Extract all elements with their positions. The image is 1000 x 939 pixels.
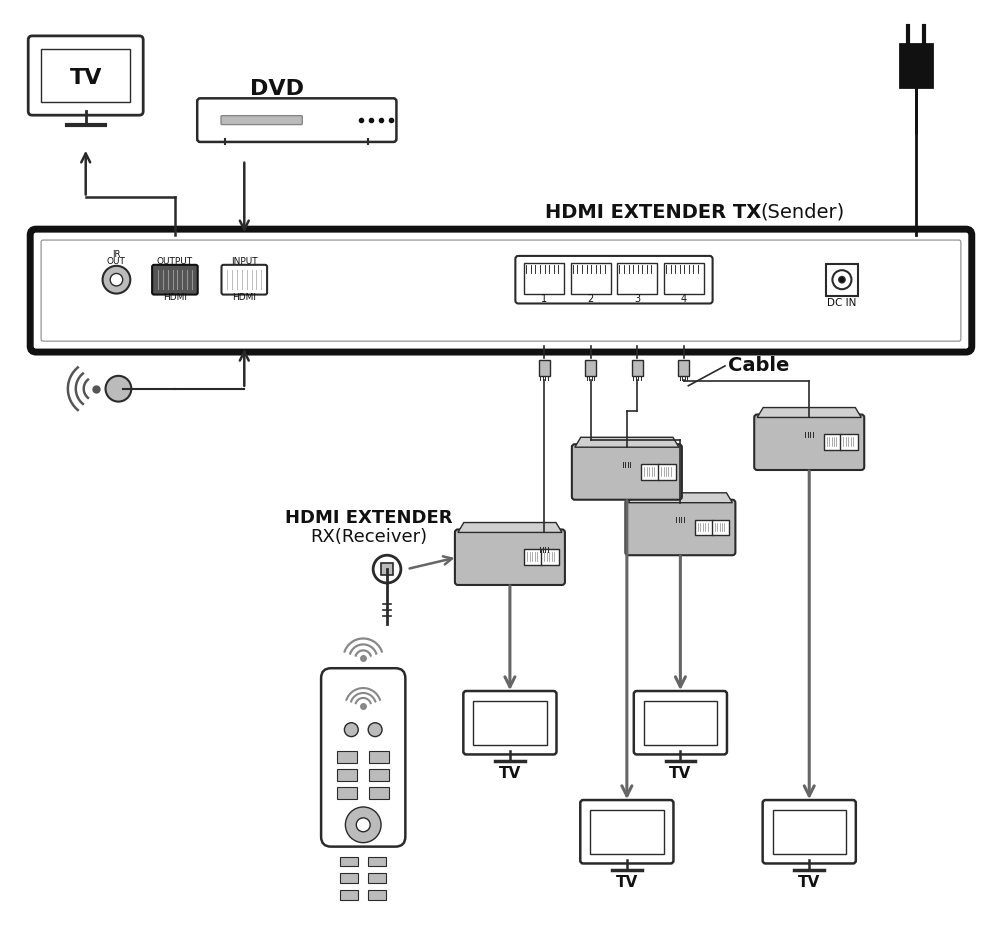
Bar (840, 435, 858, 450)
Text: TV: TV (499, 766, 521, 781)
Text: OUTPUT: OUTPUT (157, 257, 193, 267)
Bar (368, 856, 386, 867)
Bar (368, 890, 386, 901)
Text: TV: TV (798, 875, 820, 890)
Bar (337, 751, 357, 763)
Bar (658, 464, 676, 480)
Bar (621, 447, 632, 462)
Bar (340, 873, 358, 884)
Text: TV: TV (616, 875, 638, 890)
FancyBboxPatch shape (634, 691, 727, 754)
Bar (826, 264, 858, 296)
Text: DC IN: DC IN (827, 299, 857, 309)
Bar (524, 549, 542, 565)
Bar (541, 549, 559, 565)
Circle shape (110, 273, 123, 286)
FancyBboxPatch shape (763, 800, 856, 864)
FancyBboxPatch shape (221, 265, 267, 295)
Bar (368, 873, 386, 884)
Circle shape (345, 807, 381, 842)
FancyBboxPatch shape (572, 444, 682, 500)
Polygon shape (757, 408, 861, 418)
Bar (41, 49, 130, 102)
Text: IR: IR (112, 251, 121, 259)
Bar (824, 435, 841, 450)
Bar (369, 769, 389, 781)
FancyBboxPatch shape (321, 669, 405, 847)
Bar (571, 263, 611, 294)
Circle shape (832, 270, 851, 289)
FancyBboxPatch shape (754, 414, 864, 470)
Circle shape (373, 555, 401, 583)
FancyBboxPatch shape (515, 256, 713, 303)
Text: 2: 2 (588, 294, 594, 303)
Text: 1: 1 (541, 294, 547, 303)
Text: 3: 3 (634, 294, 640, 303)
Circle shape (103, 266, 130, 294)
Bar (340, 890, 358, 901)
Text: 4: 4 (681, 294, 687, 303)
FancyBboxPatch shape (463, 691, 556, 754)
Text: HDMI: HDMI (232, 293, 256, 302)
Bar (632, 361, 643, 376)
Circle shape (106, 376, 131, 402)
FancyBboxPatch shape (580, 800, 673, 864)
Bar (678, 361, 689, 376)
Bar (337, 769, 357, 781)
Bar (804, 417, 815, 432)
Bar (369, 787, 389, 799)
FancyBboxPatch shape (197, 99, 396, 142)
Bar (641, 464, 659, 480)
Circle shape (368, 723, 382, 736)
Bar (712, 519, 729, 535)
Polygon shape (458, 522, 562, 532)
Bar (585, 361, 596, 376)
Bar (617, 263, 657, 294)
Bar (381, 563, 393, 575)
Bar (773, 810, 846, 854)
Text: Cable: Cable (728, 357, 789, 376)
Text: TV: TV (669, 766, 692, 781)
Text: (Sender): (Sender) (761, 203, 845, 222)
FancyBboxPatch shape (152, 265, 198, 295)
Bar (524, 263, 564, 294)
Bar (664, 263, 704, 294)
Bar (337, 787, 357, 799)
Text: HDMI: HDMI (163, 293, 187, 302)
FancyBboxPatch shape (28, 36, 143, 115)
Bar (675, 502, 686, 517)
Bar (473, 700, 547, 745)
Circle shape (356, 818, 370, 832)
Text: INPUT: INPUT (231, 257, 258, 267)
Text: HDMI EXTENDER TX: HDMI EXTENDER TX (545, 203, 761, 222)
Bar (539, 531, 550, 547)
Bar (369, 751, 389, 763)
Circle shape (344, 723, 358, 736)
Polygon shape (628, 493, 732, 502)
FancyBboxPatch shape (41, 240, 961, 341)
Circle shape (839, 276, 845, 283)
Bar (695, 519, 713, 535)
Text: HDMI EXTENDER: HDMI EXTENDER (285, 509, 453, 527)
Bar (644, 700, 717, 745)
Bar (539, 361, 550, 376)
Polygon shape (575, 438, 679, 447)
Bar (590, 810, 664, 854)
Text: TV: TV (69, 68, 102, 87)
Bar (900, 44, 932, 87)
Text: DVD: DVD (250, 80, 304, 100)
FancyBboxPatch shape (625, 500, 735, 555)
Text: RX(Receiver): RX(Receiver) (311, 529, 428, 546)
FancyBboxPatch shape (221, 115, 302, 125)
Text: OUT: OUT (107, 257, 126, 267)
FancyBboxPatch shape (30, 229, 972, 352)
FancyBboxPatch shape (455, 530, 565, 585)
Bar (340, 856, 358, 867)
